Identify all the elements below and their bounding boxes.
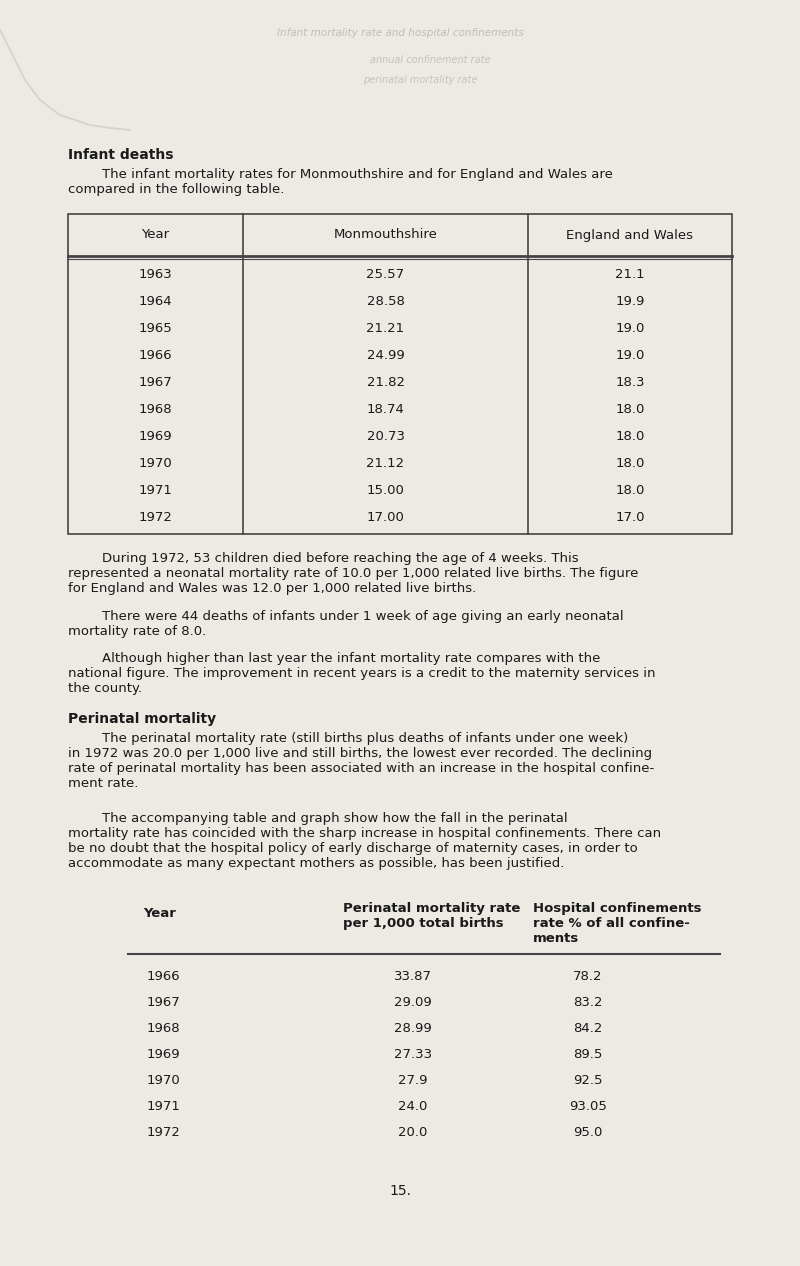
Text: 21.12: 21.12 [366,457,405,470]
Text: 27.9: 27.9 [398,1075,428,1087]
Text: Infant deaths: Infant deaths [68,148,174,162]
Text: 1967: 1967 [146,996,180,1009]
Text: Monmouthshire: Monmouthshire [334,228,438,242]
Text: The perinatal mortality rate (still births plus deaths of infants under one week: The perinatal mortality rate (still birt… [68,732,654,790]
Text: 1970: 1970 [146,1075,180,1087]
Text: 28.58: 28.58 [366,295,405,308]
Text: Infant mortality rate and hospital confinements: Infant mortality rate and hospital confi… [277,28,523,38]
Text: 18.0: 18.0 [615,484,645,498]
Text: Year: Year [143,906,176,920]
Text: 1969: 1969 [146,1048,180,1061]
Text: 21.1: 21.1 [615,268,645,281]
Text: 1964: 1964 [138,295,172,308]
Text: 1966: 1966 [138,349,172,362]
Text: 15.: 15. [389,1184,411,1198]
Text: 24.0: 24.0 [398,1100,428,1114]
Text: perinatal mortality rate: perinatal mortality rate [363,75,477,85]
Text: 19.0: 19.0 [615,322,645,335]
Text: 89.5: 89.5 [574,1048,602,1061]
Text: 18.3: 18.3 [615,376,645,389]
Text: 20.73: 20.73 [366,430,405,443]
Text: 21.82: 21.82 [366,376,405,389]
Text: 29.09: 29.09 [394,996,432,1009]
Text: 18.0: 18.0 [615,403,645,417]
Text: The accompanying table and graph show how the fall in the perinatal
mortality ra: The accompanying table and graph show ho… [68,812,661,870]
Text: 15.00: 15.00 [366,484,405,498]
Text: Perinatal mortality rate
per 1,000 total births: Perinatal mortality rate per 1,000 total… [343,901,520,931]
Text: 18.74: 18.74 [366,403,405,417]
Text: Hospital confinements
rate % of all confine-
ments: Hospital confinements rate % of all conf… [533,901,702,944]
Text: 1970: 1970 [138,457,172,470]
Text: 1972: 1972 [146,1127,180,1139]
Text: 17.00: 17.00 [366,511,405,524]
Text: 83.2: 83.2 [574,996,602,1009]
Text: 18.0: 18.0 [615,457,645,470]
Text: England and Wales: England and Wales [566,228,694,242]
Text: 1971: 1971 [146,1100,180,1114]
Text: 1968: 1968 [146,1023,180,1036]
Text: 20.0: 20.0 [398,1127,428,1139]
Text: 84.2: 84.2 [574,1023,602,1036]
Text: 93.05: 93.05 [569,1100,607,1114]
Text: 25.57: 25.57 [366,268,405,281]
Text: 21.21: 21.21 [366,322,405,335]
Text: 1972: 1972 [138,511,173,524]
Text: 1963: 1963 [138,268,172,281]
Text: 28.99: 28.99 [394,1023,432,1036]
Text: 1967: 1967 [138,376,172,389]
Text: 1968: 1968 [138,403,172,417]
Text: 92.5: 92.5 [574,1075,602,1087]
Bar [68,214,732,534]
Text: 78.2: 78.2 [574,971,602,984]
Text: 1969: 1969 [138,430,172,443]
Text: Perinatal mortality: Perinatal mortality [68,711,216,725]
Text: 24.99: 24.99 [366,349,404,362]
Text: Although higher than last year the infant mortality rate compares with the
natio: Although higher than last year the infan… [68,652,655,695]
Text: 1966: 1966 [146,971,180,984]
Text: The infant mortality rates for Monmouthshire and for England and Wales are
compa: The infant mortality rates for Monmouths… [68,168,613,196]
Text: annual confinement rate: annual confinement rate [370,54,490,65]
Text: 1971: 1971 [138,484,173,498]
Text: 27.33: 27.33 [394,1048,432,1061]
Text: Year: Year [142,228,170,242]
Text: During 1972, 53 children died before reaching the age of 4 weeks. This
represent: During 1972, 53 children died before rea… [68,552,638,595]
Text: 19.9: 19.9 [615,295,645,308]
Text: 95.0: 95.0 [574,1127,602,1139]
Text: 1965: 1965 [138,322,172,335]
Text: 19.0: 19.0 [615,349,645,362]
Text: There were 44 deaths of infants under 1 week of age giving an early neonatal
mor: There were 44 deaths of infants under 1 … [68,610,624,638]
Text: 18.0: 18.0 [615,430,645,443]
Text: 17.0: 17.0 [615,511,645,524]
Text: 33.87: 33.87 [394,971,432,984]
